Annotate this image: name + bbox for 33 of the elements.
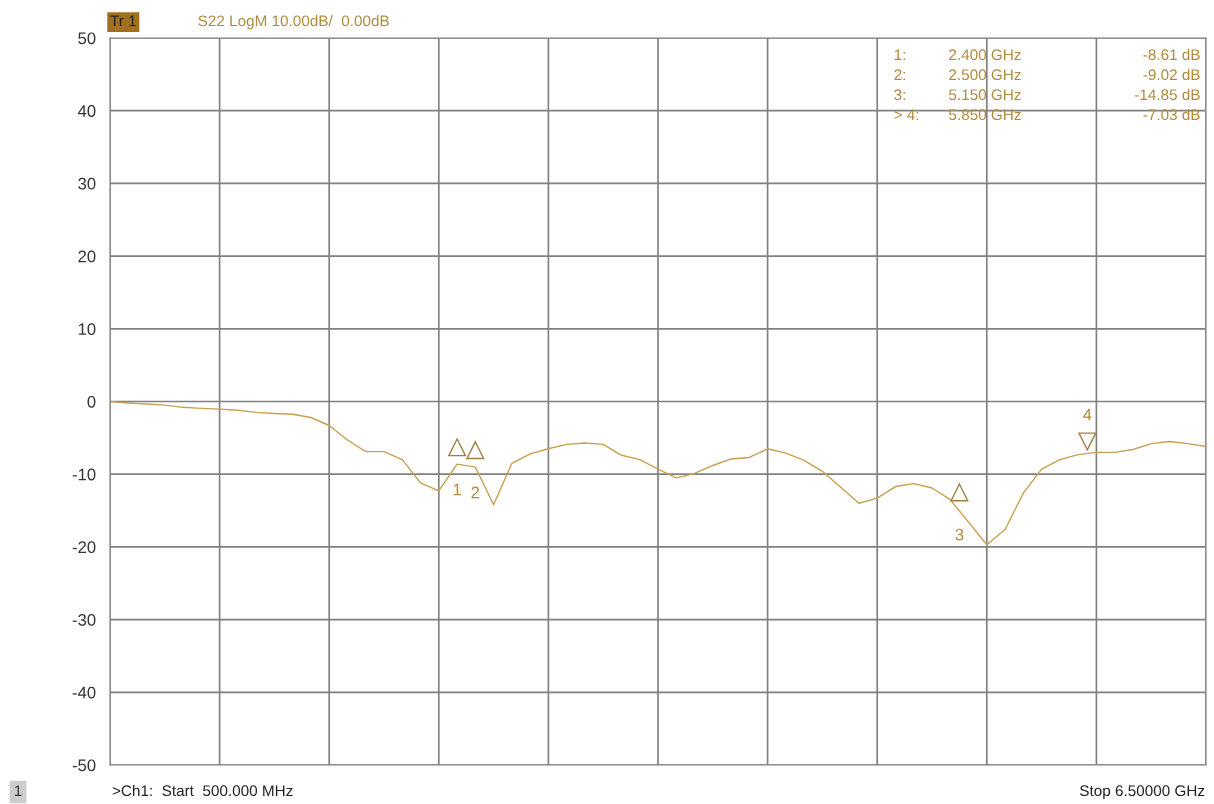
annotation: > 4: xyxy=(894,109,919,120)
annotation: 2.500 GHz xyxy=(949,69,1021,81)
y-tick-label: 30 xyxy=(78,177,96,190)
y-tick-label: -10 xyxy=(72,468,96,481)
annotation: 2 xyxy=(471,486,480,499)
annotation: 3 xyxy=(955,528,964,541)
y-tick-label: -30 xyxy=(72,614,96,626)
y-tick-label: 40 xyxy=(77,105,96,117)
y-tick-label: -20 xyxy=(72,541,96,554)
text: 1 xyxy=(14,785,22,796)
text: Stop 6.50000 GHz xyxy=(1080,785,1205,800)
y-tick-label: 50 xyxy=(78,32,96,45)
annotation: 2: xyxy=(894,69,905,80)
annotation: 1 xyxy=(453,483,461,496)
annotation: -14.85 dB xyxy=(1134,88,1200,101)
line-series xyxy=(110,400,1206,546)
annotation: 3: xyxy=(894,89,905,101)
annotation: 5.150 GHz xyxy=(949,89,1021,101)
chart-title: S22 LogM 10.00dB/ 0.00dB xyxy=(198,15,389,30)
annotation: -8.61 dB xyxy=(1143,48,1200,61)
y-tick-label: 10 xyxy=(78,323,96,335)
y-tick-label: -50 xyxy=(72,759,96,772)
annotation: -7.03 dB xyxy=(1143,108,1200,121)
text: Tr 1 xyxy=(110,15,136,27)
y-tick-label: 0 xyxy=(87,395,96,408)
annotation: 4 xyxy=(1083,408,1092,421)
annotation: -9.02 dB xyxy=(1143,68,1200,81)
text: >Ch1: Start 500.000 MHz xyxy=(112,784,293,797)
y-tick-label: 20 xyxy=(78,250,96,263)
annotation: 2.400 GHz xyxy=(949,49,1021,61)
annotation: 5.850 GHz xyxy=(949,109,1021,121)
y-tick-label: -40 xyxy=(72,686,96,699)
annotation: 1: xyxy=(894,49,905,60)
